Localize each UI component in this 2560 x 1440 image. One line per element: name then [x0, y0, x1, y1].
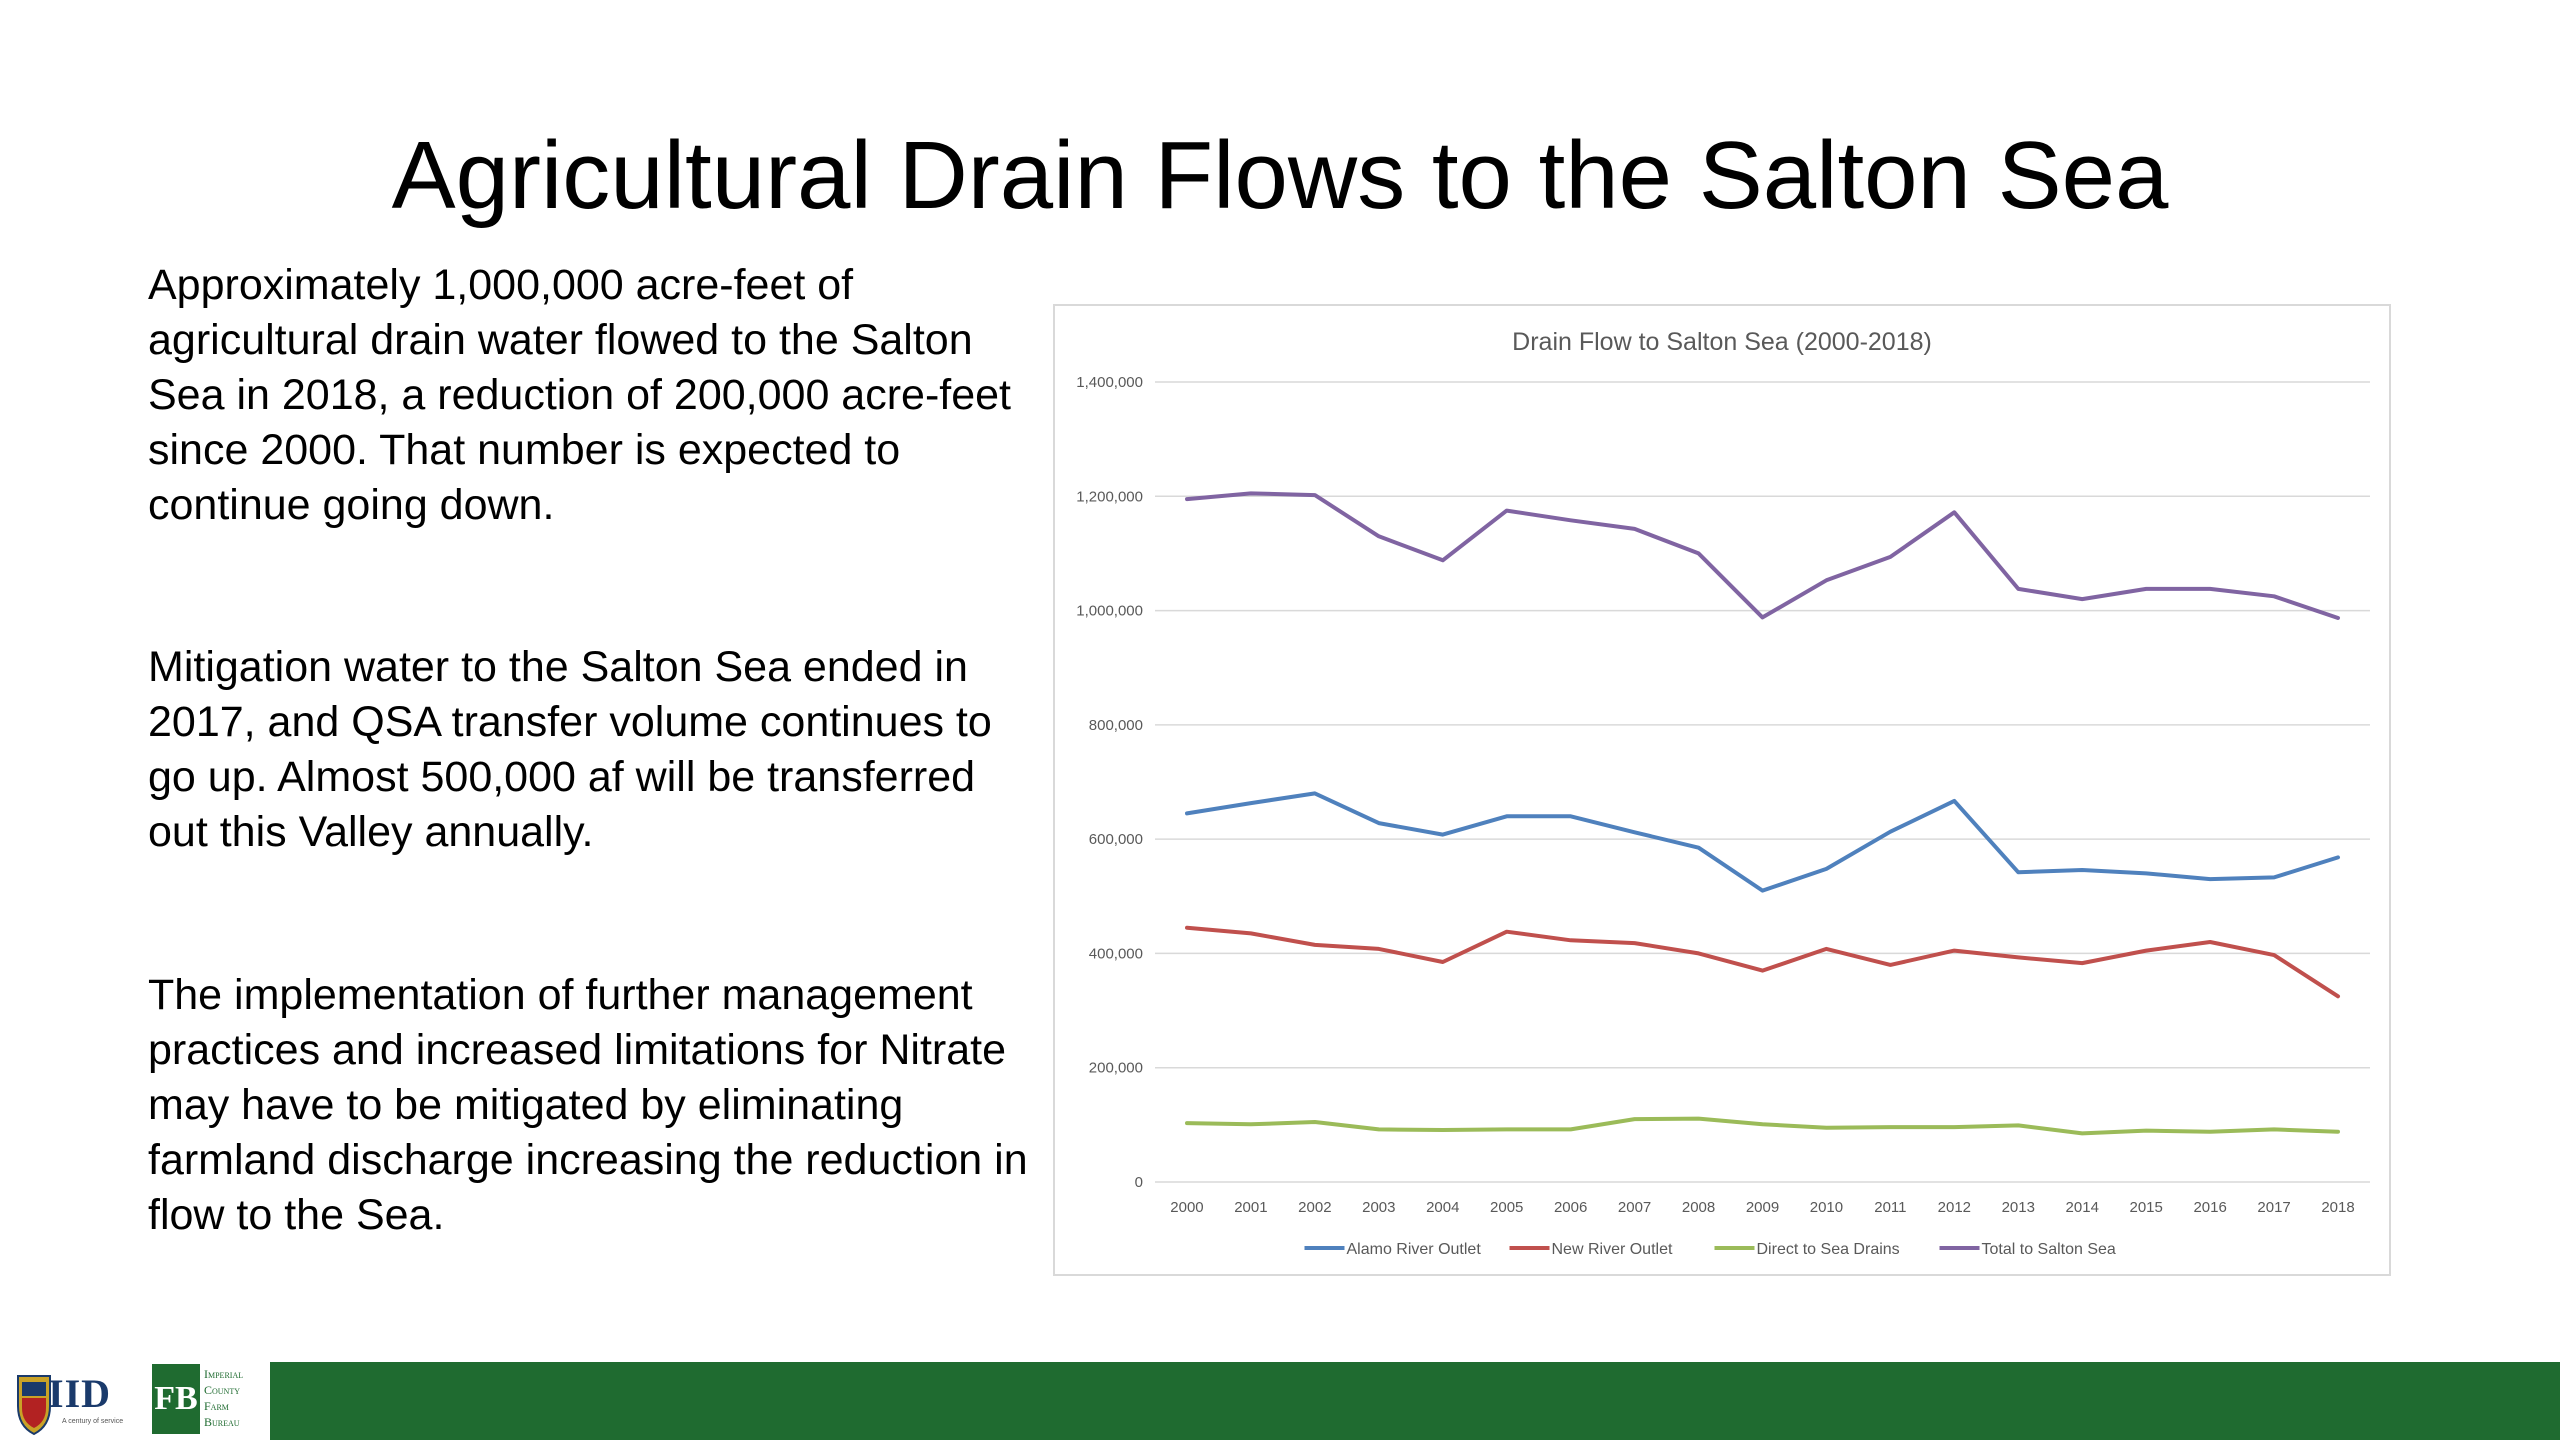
- series-line: [1185, 925, 2340, 999]
- footer-logos: [14, 1362, 270, 1440]
- x-tick-label: 2014: [2066, 1199, 2099, 1216]
- x-tick-label: 2010: [1810, 1199, 1843, 1216]
- x-tick-label: 2012: [1938, 1199, 1971, 1216]
- y-tick-label: 200,000: [1089, 1060, 1143, 1077]
- paragraph-management-practices: The implementation of further management…: [148, 971, 1028, 1239]
- x-tick-label: 2003: [1362, 1199, 1395, 1216]
- series-line: [1185, 791, 2340, 893]
- y-tick-label: 400,000: [1089, 945, 1143, 962]
- farm-bureau-logo-mark: FB: [152, 1364, 200, 1434]
- x-tick-label: 2009: [1746, 1199, 1779, 1216]
- farm-bureau-line: Farm: [204, 1399, 229, 1413]
- iid-logo-text: IID: [48, 1371, 112, 1416]
- legend-label: New River Outlet: [1552, 1241, 1673, 1258]
- legend-label: Total to Salton Sea: [1982, 1241, 2116, 1258]
- legend-label: Alamo River Outlet: [1347, 1241, 1482, 1258]
- farm-bureau-line: County: [204, 1383, 240, 1397]
- y-tick-label: 1,400,000: [1076, 374, 1143, 391]
- x-tick-label: 2000: [1170, 1199, 1203, 1216]
- footer-bar: [270, 1362, 2560, 1440]
- x-tick-label: 2013: [2002, 1199, 2035, 1216]
- x-tick-label: 2016: [2193, 1199, 2226, 1216]
- x-tick-label: 2011: [1874, 1199, 1906, 1216]
- legend-label: Direct to Sea Drains: [1757, 1241, 1900, 1258]
- y-tick-label: 1,000,000: [1076, 603, 1143, 620]
- x-tick-label: 2017: [2257, 1199, 2290, 1216]
- y-tick-label: 0: [1135, 1174, 1143, 1191]
- x-tick-label: 2004: [1426, 1199, 1459, 1216]
- x-tick-label: 2006: [1554, 1199, 1587, 1216]
- x-tick-label: 2008: [1682, 1199, 1715, 1216]
- y-tick-label: 1,200,000: [1076, 488, 1143, 505]
- chart-container: Drain Flow to Salton Sea (2000-2018) 0 200…: [1053, 304, 2391, 1276]
- chart-title: Drain Flow to Salton Sea (2000-2018): [1512, 328, 1932, 356]
- y-tick-label: 800,000: [1089, 717, 1143, 734]
- x-tick-label: 2018: [2321, 1199, 2354, 1216]
- y-tick-label: 600,000: [1089, 831, 1143, 848]
- x-tick-label: 2007: [1618, 1199, 1651, 1216]
- farm-bureau-line: Imperial: [204, 1367, 244, 1381]
- x-tick-label: 2005: [1490, 1199, 1523, 1216]
- farm-bureau-line: Bureau: [204, 1415, 240, 1429]
- iid-shield-icon: [17, 1375, 51, 1436]
- x-tick-label: 2015: [2129, 1199, 2162, 1216]
- x-tick-label: 2002: [1298, 1199, 1331, 1216]
- slide-title: Agricultural Drain Flows to the Salton S…: [391, 122, 2169, 229]
- paragraph-mitigation: Mitigation water to the Salton Sea ended…: [148, 643, 992, 856]
- series-line: [1185, 1116, 2340, 1136]
- farm-bureau-logo-text: Imperial County Farm Bureau: [204, 1366, 274, 1430]
- iid-logo-subtext: A century of service: [62, 1418, 124, 1425]
- line-chart: Drain Flow to Salton Sea (2000-2018) 0 200…: [1076, 328, 2370, 1258]
- paragraph-drain-volume: Approximately 1,000,000 acre-feet of agr…: [148, 261, 1012, 529]
- series-line: [1185, 491, 2340, 620]
- x-tick-label: 2001: [1234, 1199, 1267, 1216]
